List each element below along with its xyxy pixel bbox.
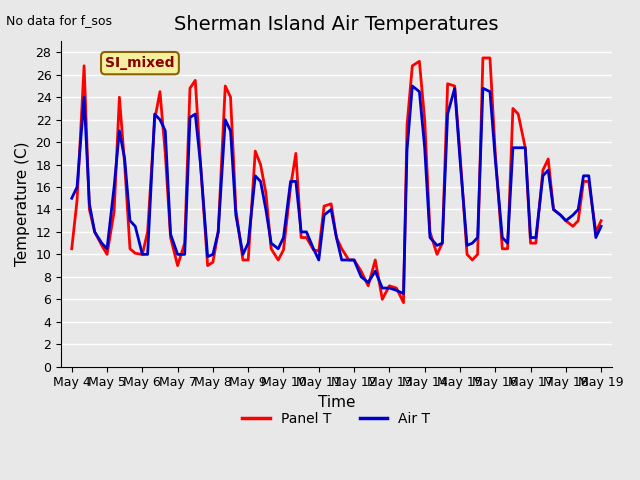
Air T xyxy=(399,291,407,297)
Air T xyxy=(68,195,76,201)
Panel T xyxy=(227,95,234,100)
Panel T xyxy=(532,240,540,246)
Air T xyxy=(532,235,540,240)
Air T xyxy=(522,145,529,151)
X-axis label: Time: Time xyxy=(317,395,355,410)
Line: Air T: Air T xyxy=(72,86,601,294)
Panel T xyxy=(444,81,451,87)
Panel T xyxy=(479,55,487,61)
Panel T xyxy=(68,246,76,252)
Title: Sherman Island Air Temperatures: Sherman Island Air Temperatures xyxy=(174,15,499,34)
Air T xyxy=(585,173,593,179)
Panel T xyxy=(522,145,529,151)
Air T xyxy=(138,252,146,257)
Panel T xyxy=(585,179,593,184)
Text: SI_mixed: SI_mixed xyxy=(105,56,175,70)
Legend: Panel T, Air T: Panel T, Air T xyxy=(237,406,436,432)
Panel T xyxy=(399,300,407,306)
Air T xyxy=(451,85,458,91)
Line: Panel T: Panel T xyxy=(72,58,601,303)
Panel T xyxy=(138,252,146,257)
Y-axis label: Temperature (C): Temperature (C) xyxy=(15,142,30,266)
Air T xyxy=(597,224,605,229)
Air T xyxy=(227,128,234,134)
Text: No data for f_sos: No data for f_sos xyxy=(6,14,113,27)
Air T xyxy=(408,83,416,89)
Panel T xyxy=(597,218,605,224)
